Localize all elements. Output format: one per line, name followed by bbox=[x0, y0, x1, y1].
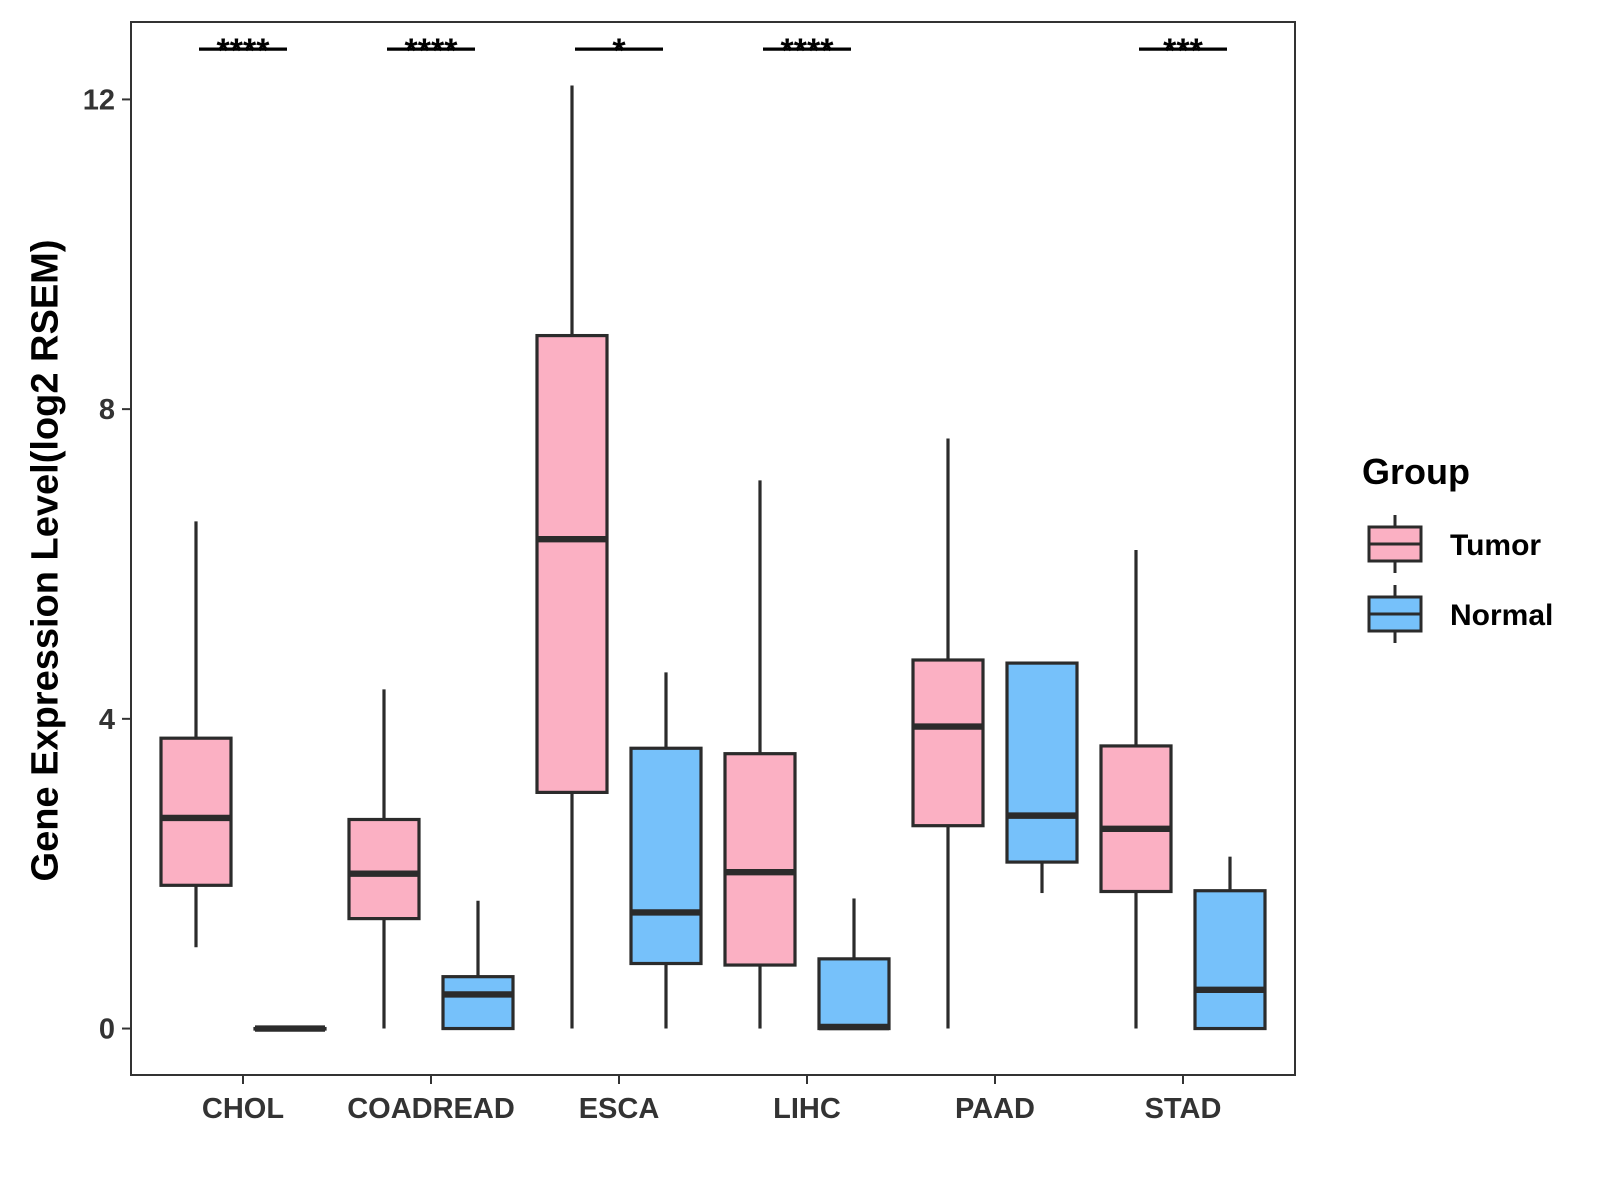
significance-label-stad: *** bbox=[1163, 32, 1203, 70]
plot-panel-border bbox=[130, 21, 1296, 1076]
legend-title: Group bbox=[1362, 451, 1470, 492]
significance-label-chol: **** bbox=[217, 32, 271, 70]
legend-label-normal: Normal bbox=[1450, 599, 1553, 632]
box-body-esca-tumor bbox=[535, 333, 609, 794]
y-axis-title: Gene Expression Level(log2 RSEM) bbox=[24, 240, 66, 882]
x-tick-label-stad: STAD bbox=[1145, 1093, 1222, 1125]
significance-annotations: **** **** * **** *** bbox=[199, 32, 1227, 70]
box-body-chol-tumor bbox=[159, 736, 233, 887]
box-body-coadread-normal bbox=[441, 975, 515, 1031]
y-tick-label-0: 0 bbox=[99, 1014, 115, 1046]
box-stad-tumor bbox=[1099, 550, 1173, 1029]
boxes-layer bbox=[159, 85, 1267, 1032]
box-coadread-tumor bbox=[347, 689, 421, 1029]
box-body-esca-normal bbox=[629, 746, 703, 966]
box-chol-tumor bbox=[159, 521, 233, 948]
legend: Group Tumor Normal bbox=[1362, 451, 1553, 643]
box-lihc-normal bbox=[817, 898, 891, 1031]
x-tick-label-coadread: COADREAD bbox=[347, 1093, 515, 1125]
y-tick-label-8: 8 bbox=[99, 394, 115, 426]
legend-label-tumor: Tumor bbox=[1450, 529, 1541, 562]
box-body-lihc-tumor bbox=[723, 752, 797, 967]
significance-label-esca: * bbox=[612, 32, 626, 70]
box-esca-normal bbox=[629, 672, 703, 1029]
legend-item-tumor: Tumor bbox=[1367, 515, 1541, 573]
box-paad-tumor bbox=[911, 438, 985, 1029]
box-chol-normal bbox=[253, 1025, 327, 1032]
box-esca-tumor bbox=[535, 85, 609, 1029]
y-tick-label-4: 4 bbox=[99, 704, 115, 736]
x-tick-label-paad: PAAD bbox=[955, 1093, 1035, 1125]
box-body-paad-tumor bbox=[911, 658, 985, 828]
box-body-coadread-tumor bbox=[347, 817, 421, 921]
significance-esca: * bbox=[575, 32, 663, 70]
significance-label-lihc: **** bbox=[781, 32, 835, 70]
x-tick-label-esca: ESCA bbox=[579, 1093, 660, 1125]
y-axis: 0 4 8 12 bbox=[83, 84, 131, 1046]
legend-item-normal: Normal bbox=[1367, 585, 1553, 643]
x-axis: CHOL COADREAD ESCA LIHC PAAD STAD bbox=[202, 1075, 1221, 1125]
y-tick-label-12: 12 bbox=[83, 84, 115, 116]
significance-stad: *** bbox=[1139, 32, 1227, 70]
significance-lihc: **** bbox=[763, 32, 851, 70]
significance-label-coadread: **** bbox=[405, 32, 459, 70]
box-coadread-normal bbox=[441, 900, 515, 1031]
box-paad-normal bbox=[1005, 661, 1079, 894]
box-body-stad-tumor bbox=[1099, 744, 1173, 894]
significance-coadread: **** bbox=[387, 32, 475, 70]
x-tick-label-lihc: LIHC bbox=[773, 1093, 841, 1125]
box-stad-normal bbox=[1193, 856, 1267, 1031]
significance-chol: **** bbox=[199, 32, 287, 70]
box-body-stad-normal bbox=[1193, 889, 1267, 1031]
box-body-lihc-normal bbox=[817, 957, 891, 1031]
box-lihc-tumor bbox=[723, 480, 797, 1029]
box-body-paad-normal bbox=[1005, 661, 1079, 864]
legend-items: Tumor Normal bbox=[1367, 515, 1553, 643]
x-tick-label-chol: CHOL bbox=[202, 1093, 284, 1125]
